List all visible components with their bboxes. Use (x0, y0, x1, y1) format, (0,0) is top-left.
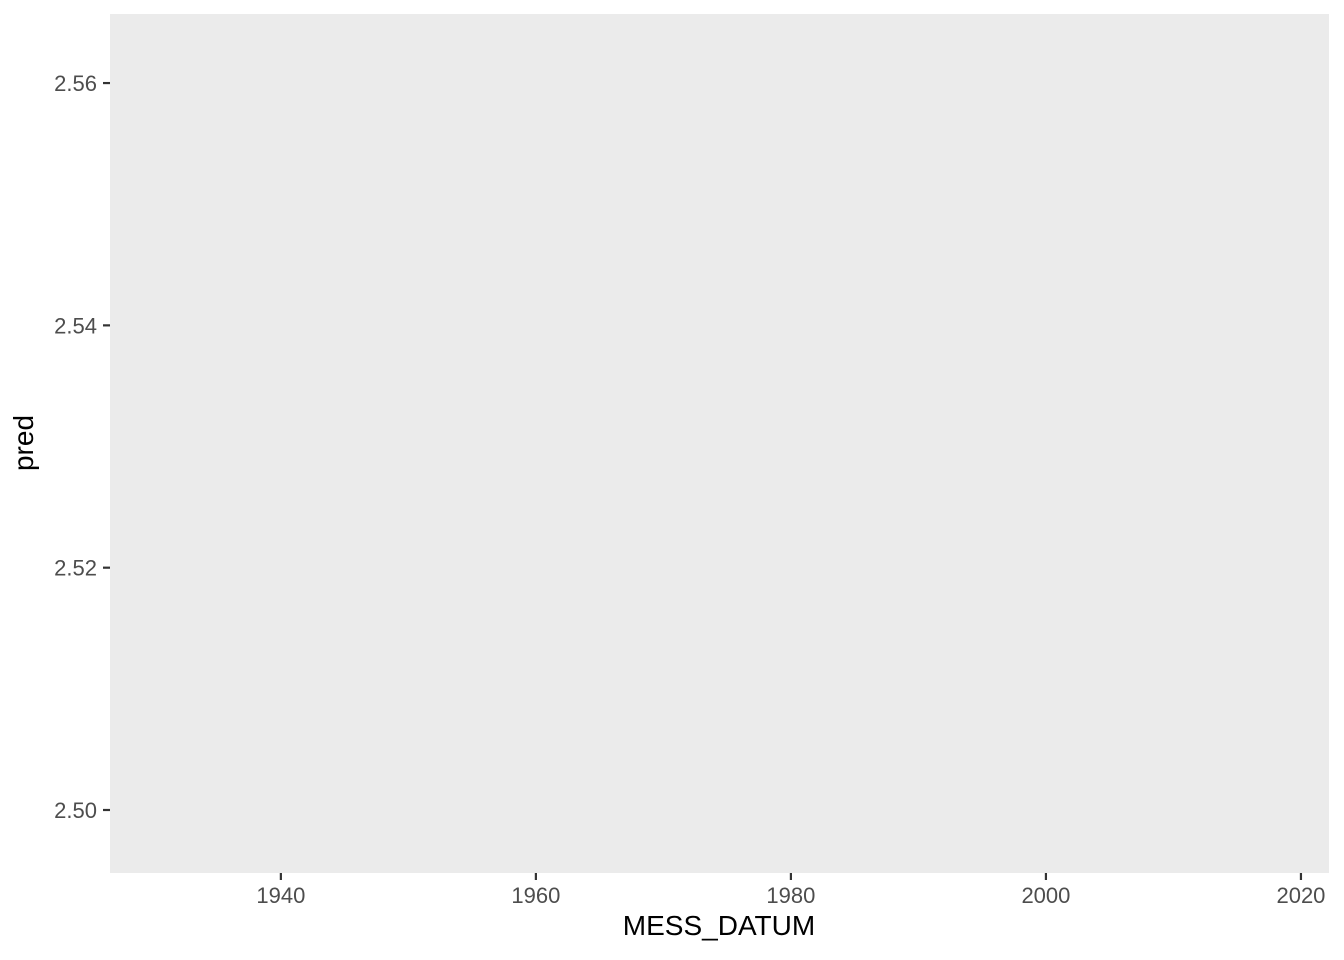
y-axis-ticks (103, 81, 110, 812)
y-tick-label: 2.54 (54, 313, 97, 338)
x-tick-label: 1960 (511, 883, 560, 908)
y-axis-title: pred (8, 415, 39, 471)
x-axis-tick-labels: 1940 1960 1980 2000 2020 (256, 883, 1325, 908)
plot-panel (110, 14, 1329, 873)
x-tick-label: 1940 (256, 883, 305, 908)
y-tick-label: 2.56 (54, 71, 97, 96)
x-tick-label: 2000 (1021, 883, 1070, 908)
y-tick-label: 2.52 (54, 556, 97, 581)
x-axis-title: MESS_DATUM (623, 910, 815, 941)
x-tick-label: 1980 (766, 883, 815, 908)
x-axis-ticks (279, 873, 1303, 880)
y-axis-tick-labels: 2.50 2.52 2.54 2.56 (54, 71, 97, 823)
y-tick-label: 2.50 (54, 798, 97, 823)
x-tick-label: 2020 (1276, 883, 1325, 908)
